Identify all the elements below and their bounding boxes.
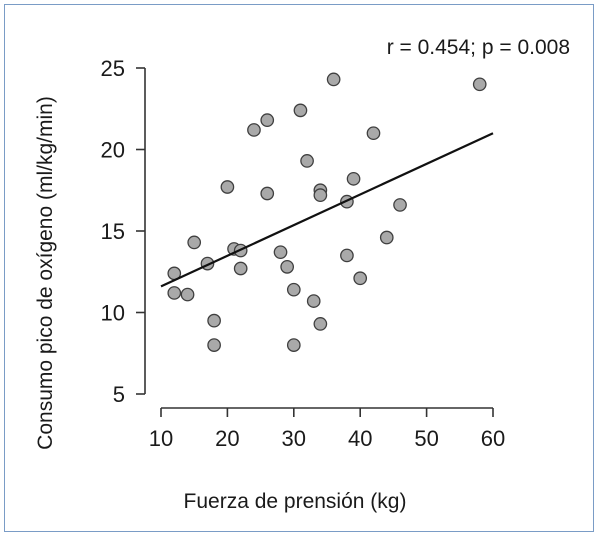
x-tick-label: 40	[348, 426, 372, 451]
chart-frame: 5 10 15 20 25 10 20 30 40 50 60 r = 0.454; p = 0.…	[4, 4, 594, 532]
data-point	[326, 72, 341, 87]
data-point	[286, 282, 301, 297]
y-tick-label: 20	[101, 138, 125, 163]
data-point	[280, 260, 295, 274]
data-point	[346, 171, 361, 186]
data-point	[207, 338, 221, 352]
y-tick-label: 25	[101, 56, 125, 81]
data-point	[233, 261, 248, 276]
data-points	[167, 72, 487, 352]
data-point	[472, 77, 487, 92]
x-tick-label: 60	[481, 426, 505, 451]
data-point	[313, 188, 328, 202]
data-point	[300, 154, 314, 168]
data-point	[353, 271, 368, 286]
data-point	[180, 287, 195, 302]
y-ticks: 5 10 15 20 25	[101, 56, 145, 407]
data-point	[393, 198, 407, 212]
y-axis-title: Consumo pico de oxígeno (ml/kg/min)	[34, 96, 57, 450]
data-point	[247, 123, 261, 137]
data-point	[187, 235, 202, 250]
correlation-annotation: r = 0.454; p = 0.008	[387, 36, 570, 59]
regression-line	[160, 132, 494, 288]
x-ticks: 10 20 30 40 50 60	[149, 408, 505, 451]
y-tick-label: 10	[101, 301, 125, 326]
data-point	[286, 338, 301, 352]
y-tick-label: 5	[113, 382, 125, 407]
y-tick-label: 15	[101, 219, 125, 244]
x-tick-label: 30	[282, 426, 306, 451]
scatter-chart: 5 10 15 20 25 10 20 30 40 50 60 r = 0.454; p = 0.…	[34, 36, 570, 513]
data-point	[167, 286, 182, 300]
x-tick-label: 10	[149, 426, 173, 451]
data-point	[260, 186, 275, 201]
data-point	[340, 248, 354, 263]
data-point	[260, 113, 275, 128]
data-point	[366, 126, 381, 141]
data-point	[306, 294, 321, 308]
data-point	[207, 313, 221, 328]
x-axis-title: Fuerza de prensión (kg)	[184, 490, 407, 513]
data-point	[379, 230, 394, 245]
x-tick-label: 50	[414, 426, 438, 451]
x-tick-label: 20	[215, 426, 239, 451]
data-point	[313, 317, 328, 331]
data-point	[220, 180, 235, 194]
data-point	[273, 245, 288, 260]
data-point	[293, 103, 308, 118]
